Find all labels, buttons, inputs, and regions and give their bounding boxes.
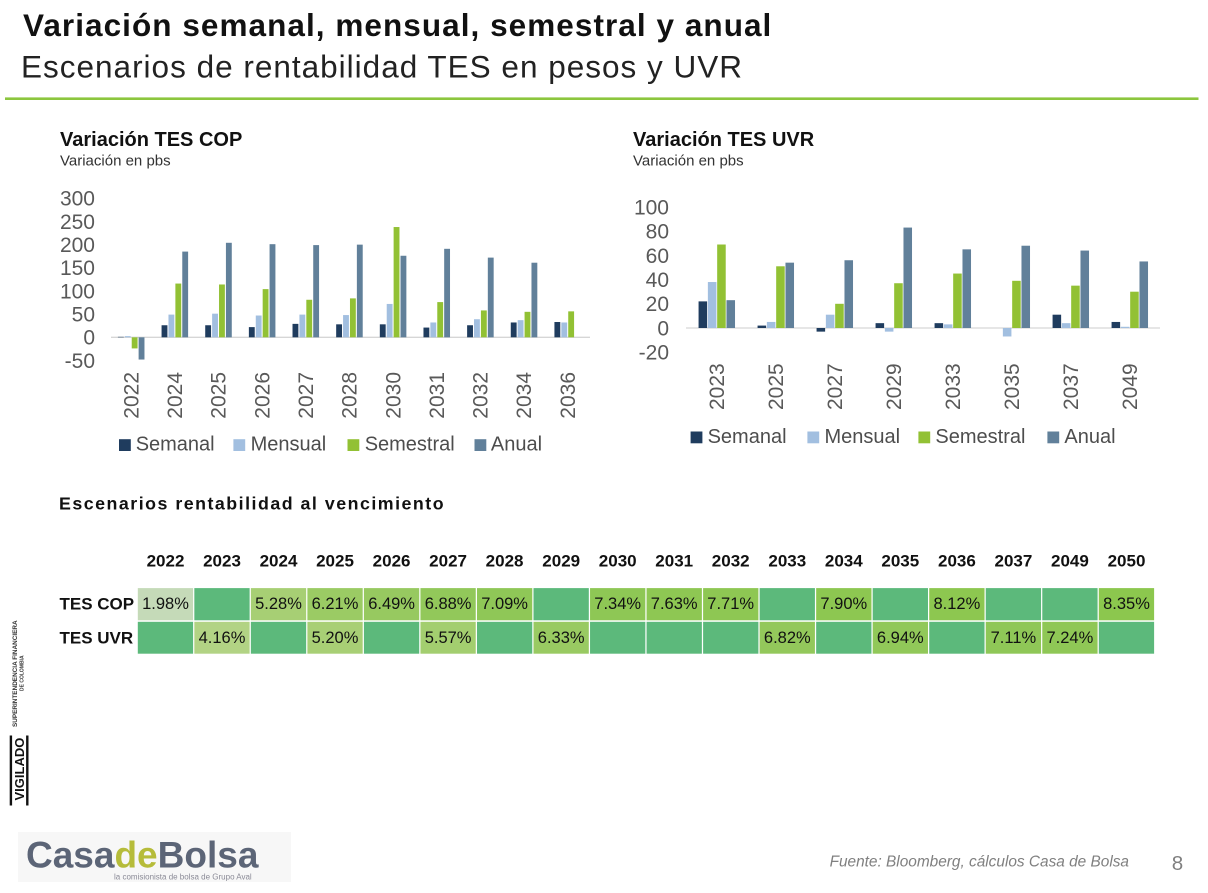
svg-text:2037: 2037 [1060,363,1083,410]
svg-text:2023: 2023 [203,551,241,570]
svg-text:TES UVR: TES UVR [60,628,134,647]
svg-text:DE COLOMBIA: DE COLOMBIA [20,655,26,691]
svg-text:100: 100 [60,280,95,303]
svg-text:2050: 2050 [1108,551,1146,570]
svg-text:6.21%: 6.21% [312,595,359,613]
svg-text:Semestral: Semestral [935,426,1025,448]
svg-text:7.71%: 7.71% [707,595,754,613]
svg-text:2032: 2032 [470,372,493,419]
svg-text:2049: 2049 [1119,363,1142,410]
svg-text:TES COP: TES COP [60,594,135,613]
svg-text:6.88%: 6.88% [425,595,472,613]
svg-text:2022: 2022 [147,551,185,570]
svg-text:250: 250 [60,211,95,234]
svg-text:Variación TES UVR: Variación TES UVR [633,129,815,151]
svg-text:Anual: Anual [491,434,542,456]
svg-text:2030: 2030 [599,551,637,570]
svg-text:1.98%: 1.98% [142,595,189,613]
svg-text:Mensual: Mensual [251,434,327,456]
svg-text:2023: 2023 [706,363,729,410]
svg-text:2032: 2032 [712,551,750,570]
svg-text:8: 8 [1172,852,1183,875]
svg-text:2033: 2033 [942,363,965,410]
svg-text:2027: 2027 [429,551,467,570]
svg-text:Escenarios de rentabilidad TES: Escenarios de rentabilidad TES en pesos … [21,49,743,85]
svg-text:2028: 2028 [339,372,362,419]
svg-text:Anual: Anual [1064,426,1115,448]
svg-text:Variación semanal, mensual, se: Variación semanal, mensual, semestral y … [23,7,772,43]
svg-text:0: 0 [657,317,669,340]
svg-text:la comisionista de bolsa de Gr: la comisionista de bolsa de Grupo Aval [114,873,252,882]
svg-text:2026: 2026 [251,372,274,419]
svg-text:7.63%: 7.63% [651,595,698,613]
svg-text:CasadeBolsa: CasadeBolsa [26,835,259,876]
svg-text:6.94%: 6.94% [877,629,924,647]
svg-text:80: 80 [646,221,669,244]
svg-text:2035: 2035 [1001,363,1024,410]
svg-text:Semanal: Semanal [708,426,787,448]
svg-text:Mensual: Mensual [825,426,901,448]
svg-text:2034: 2034 [825,551,863,570]
svg-text:50: 50 [72,304,95,327]
svg-text:2033: 2033 [768,551,806,570]
svg-text:150: 150 [60,257,95,280]
svg-text:6.82%: 6.82% [764,629,811,647]
svg-text:SUPERINTENDENCIA FINANCIERA: SUPERINTENDENCIA FINANCIERA [12,620,19,727]
svg-text:5.28%: 5.28% [255,595,302,613]
svg-text:2024: 2024 [260,551,298,570]
svg-text:2025: 2025 [208,372,231,419]
svg-text:Variación en pbs: Variación en pbs [633,153,744,170]
svg-text:2031: 2031 [426,372,449,419]
svg-text:Fuente: Bloomberg, cálculos Ca: Fuente: Bloomberg, cálculos Casa de Bols… [830,854,1130,871]
svg-text:2035: 2035 [881,551,919,570]
svg-text:4.16%: 4.16% [199,629,246,647]
svg-text:60: 60 [646,245,669,268]
svg-text:2029: 2029 [542,551,580,570]
svg-text:VIGILADO: VIGILADO [12,738,27,801]
svg-text:8.12%: 8.12% [934,595,981,613]
svg-text:2049: 2049 [1051,551,1089,570]
svg-text:2022: 2022 [120,372,143,419]
svg-text:2036: 2036 [938,551,976,570]
svg-text:Variación en pbs: Variación en pbs [60,153,171,170]
svg-text:0: 0 [83,327,95,350]
svg-text:2024: 2024 [164,372,187,419]
svg-text:2027: 2027 [824,363,847,410]
svg-text:2025: 2025 [316,551,354,570]
svg-text:2029: 2029 [883,363,906,410]
svg-text:200: 200 [60,234,95,257]
svg-text:2028: 2028 [486,551,524,570]
svg-text:5.57%: 5.57% [425,629,472,647]
svg-text:7.09%: 7.09% [481,595,528,613]
svg-text:2026: 2026 [373,551,411,570]
svg-text:7.24%: 7.24% [1047,629,1094,647]
svg-text:100: 100 [634,196,669,219]
svg-text:2034: 2034 [513,372,536,419]
svg-text:Semestral: Semestral [365,434,455,456]
svg-text:7.11%: 7.11% [991,629,1037,647]
svg-text:7.34%: 7.34% [594,595,641,613]
svg-text:2030: 2030 [382,372,405,419]
svg-text:8.35%: 8.35% [1103,595,1150,613]
svg-text:5.20%: 5.20% [312,629,359,647]
svg-text:6.49%: 6.49% [368,595,415,613]
svg-text:Semanal: Semanal [136,434,215,456]
svg-text:-50: -50 [65,350,95,373]
svg-text:2027: 2027 [295,372,318,419]
svg-text:2025: 2025 [765,363,788,410]
svg-text:2031: 2031 [655,551,693,570]
svg-text:Escenarios rentabilidad al ven: Escenarios rentabilidad al vencimiento [59,494,445,514]
svg-text:6.33%: 6.33% [538,629,585,647]
svg-text:2037: 2037 [994,551,1032,570]
svg-text:300: 300 [60,188,95,211]
svg-text:Variación TES COP: Variación TES COP [60,129,242,151]
svg-text:20: 20 [646,293,669,316]
svg-text:-20: -20 [639,342,669,365]
svg-text:40: 40 [646,269,669,292]
svg-text:2036: 2036 [557,372,580,419]
svg-text:7.90%: 7.90% [820,595,867,613]
